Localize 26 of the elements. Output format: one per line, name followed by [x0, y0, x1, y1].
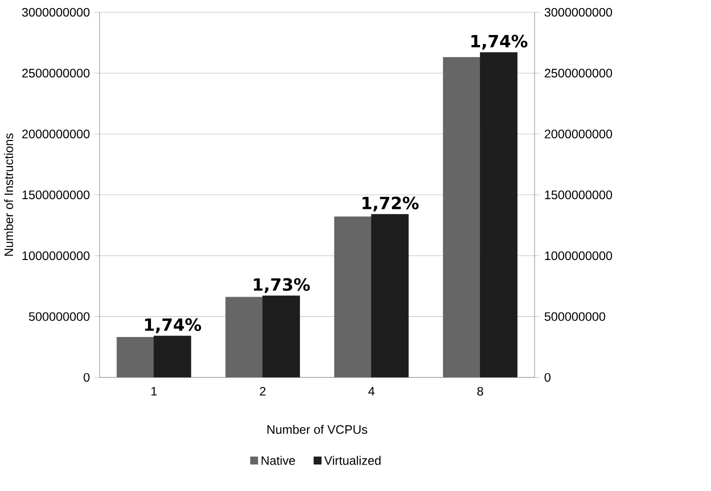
y2-tick-label: 0	[544, 372, 550, 382]
y-axis-title: Number of Instructions	[4, 133, 14, 256]
y-tick-label: 500000000	[28, 312, 90, 321]
x-tick-label: 8	[477, 386, 484, 396]
annotation: 1,72%	[362, 196, 419, 212]
y2-tick-label: 500000000	[544, 312, 606, 321]
y2-tick-label: 1500000000	[545, 190, 612, 200]
annotation: 1,74%	[145, 318, 202, 334]
x-tick-label: 2	[260, 386, 266, 396]
x-axis-title: Number of VCPUs	[268, 424, 368, 434]
y2-tick-label: 1000000000	[545, 251, 612, 260]
annotation: 1,74%	[471, 34, 528, 50]
annotation: 1,73%	[254, 278, 310, 293]
y2-tick-label: 2500000000	[544, 68, 612, 78]
y-tick-label: 2000000000	[22, 129, 90, 138]
x-tick-label: 1	[151, 386, 157, 396]
y-tick-label: 3000000000	[22, 8, 90, 16]
y-tick-label: 1500000000	[22, 190, 90, 200]
y2-tick-label: 3000000000	[544, 8, 612, 16]
x-tick-label: 4	[368, 386, 375, 396]
legend-label: Native	[262, 456, 295, 465]
y-tick-label: 0	[84, 372, 90, 382]
y2-tick-label: 2000000000	[544, 129, 612, 138]
y-tick-label: 1000000000	[22, 251, 90, 260]
y-tick-label: 2500000000	[22, 68, 90, 78]
legend-label: Virtualized	[324, 456, 381, 465]
